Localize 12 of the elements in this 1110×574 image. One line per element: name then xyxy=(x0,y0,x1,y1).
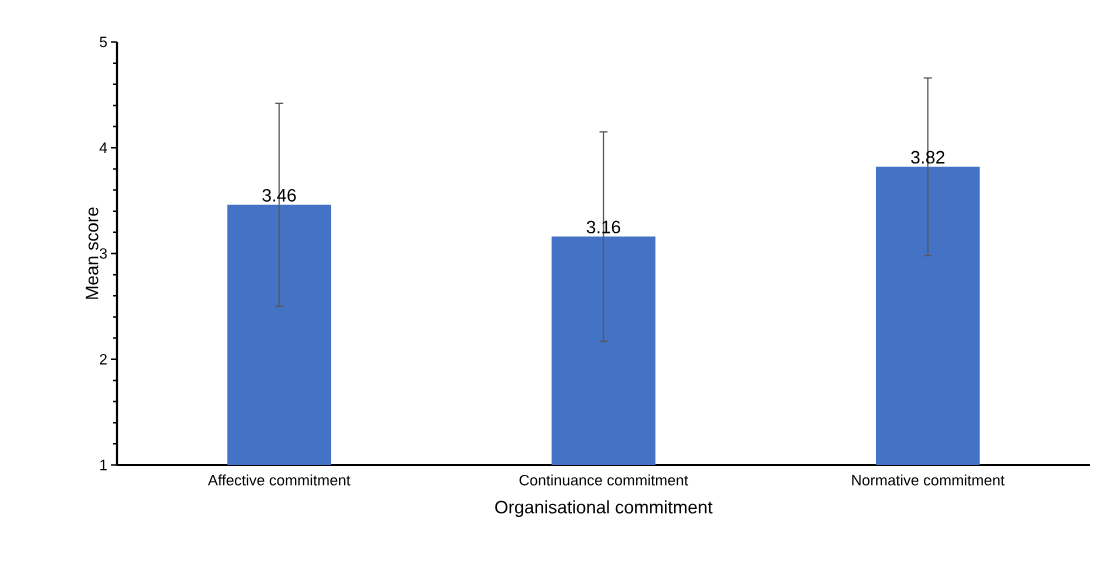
y-tick-label: 4 xyxy=(99,142,108,153)
y-tick-label: 5 xyxy=(99,36,107,48)
y-axis-title: Mean score xyxy=(85,207,99,299)
data-label: 3.82 xyxy=(911,150,945,164)
x-axis-title: Organisational commitment xyxy=(495,500,713,518)
y-tick-label: 2 xyxy=(99,354,107,365)
y-tick-label: 3 xyxy=(99,248,107,259)
x-tick-label: Normative commitment xyxy=(852,474,1005,486)
x-tick-label: Affective commitment xyxy=(207,474,351,486)
data-label: 3.46 xyxy=(262,188,296,202)
y-tick-label: 1 xyxy=(100,459,107,471)
x-tick-label: Continuance commitment xyxy=(519,474,689,486)
